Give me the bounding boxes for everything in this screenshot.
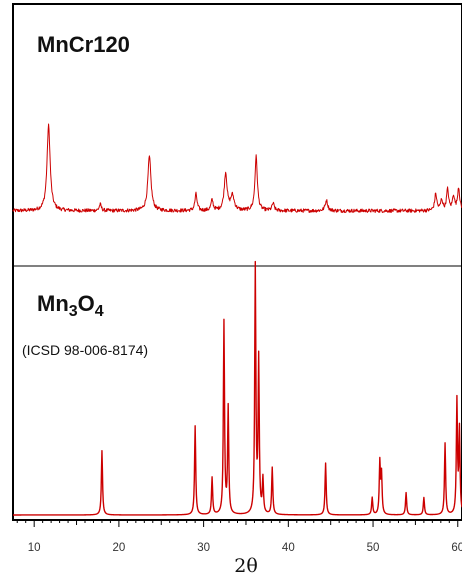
mn3o4-sub-4: 4 — [95, 303, 104, 320]
series-line-1 — [12, 260, 462, 516]
chart-frame — [12, 3, 462, 521]
x-tick-label: 40 — [282, 542, 295, 554]
x-tick-label: 60 — [451, 542, 462, 554]
panel-title-mncr120: MnCr120 — [37, 32, 130, 57]
series-layer — [12, 123, 462, 516]
panel-subtitle-mn3o4: (ICSD 98-006-8174) — [22, 342, 148, 358]
x-tick-label: 50 — [367, 542, 380, 554]
panel-title-mn3o4: Mn3O4 — [37, 291, 104, 320]
x-tick-label: 20 — [112, 542, 125, 554]
x-axis-label: 2θ — [234, 555, 258, 577]
x-tick-label: 10 — [28, 542, 41, 554]
x-tick-label: 30 — [197, 542, 210, 554]
x-axis: 10 20 30 40 50 60 — [16, 520, 462, 554]
series-line-0 — [12, 123, 462, 213]
panel-frames — [12, 3, 462, 521]
mn3o4-sub-3: 3 — [69, 303, 78, 320]
mn3o4-o: O — [78, 291, 95, 316]
mn3o4-formula: Mn — [37, 291, 69, 316]
